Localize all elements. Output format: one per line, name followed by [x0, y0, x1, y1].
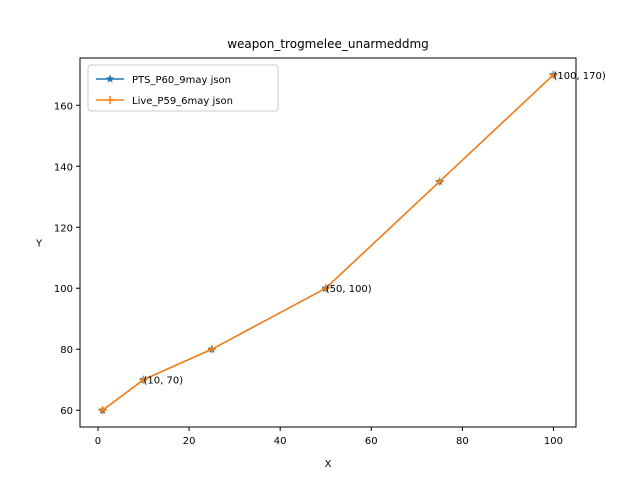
- point-annotation: (10, 70): [144, 376, 184, 387]
- y-tick-label: 160: [54, 101, 73, 112]
- data-point: [549, 70, 558, 79]
- x-axis: 0 20 40 60 80 100: [95, 427, 563, 447]
- data-point: [106, 96, 114, 104]
- legend-item: Live_P59_6may json: [96, 96, 233, 107]
- legend-item: PTS_P60_9may json: [96, 74, 231, 86]
- x-tick-label: 0: [95, 436, 101, 447]
- point-annotation: (50, 100): [326, 284, 372, 295]
- legend: PTS_P60_9may json Live_P59_6may json: [87, 64, 279, 112]
- chart-title: weapon_trogmelee_unarmeddmg: [227, 37, 429, 51]
- series-line: [102, 74, 554, 411]
- axes-frame: [79, 57, 577, 428]
- y-tick-label: 100: [54, 284, 73, 295]
- data-point: [321, 284, 330, 293]
- y-tick-label: 80: [60, 345, 73, 356]
- x-tick-label: 60: [365, 436, 378, 447]
- data-point: [105, 74, 115, 83]
- x-tick-label: 80: [456, 436, 469, 447]
- x-axis-label: X: [325, 459, 332, 470]
- point-annotation: (100, 170): [553, 71, 605, 82]
- y-axis: 60 80 100 120 140 160: [54, 101, 80, 417]
- x-tick-label: 40: [274, 436, 287, 447]
- data-point: [435, 177, 444, 186]
- legend-label: PTS_P60_9may json: [132, 75, 231, 86]
- data-point: [139, 375, 148, 384]
- y-tick-label: 60: [60, 406, 73, 417]
- legend-label: Live_P59_6may json: [132, 96, 233, 107]
- y-axis-label: Y: [35, 239, 43, 250]
- y-tick-label: 140: [54, 162, 73, 173]
- series-2: [98, 70, 558, 415]
- data-point: [98, 406, 107, 415]
- annotations: (10, 70) (50, 100) (100, 170): [144, 71, 606, 387]
- x-tick-label: 20: [183, 436, 196, 447]
- series-line: [102, 74, 554, 411]
- legend-box: [87, 64, 279, 112]
- series-1: [98, 70, 558, 415]
- data-point: [207, 345, 216, 354]
- y-tick-label: 120: [54, 223, 73, 234]
- plot-area: [98, 70, 558, 415]
- x-tick-label: 100: [544, 436, 563, 447]
